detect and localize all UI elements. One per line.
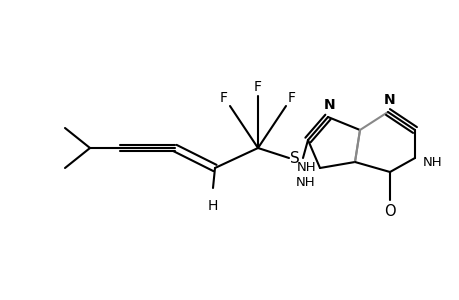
Text: O: O — [383, 205, 395, 220]
Text: N: N — [324, 98, 335, 112]
Text: N: N — [383, 93, 395, 107]
Text: H: H — [207, 199, 218, 213]
Text: NH: NH — [296, 176, 315, 188]
Text: F: F — [287, 91, 295, 105]
Text: NH: NH — [296, 160, 316, 173]
Text: S: S — [290, 151, 299, 166]
Text: NH: NH — [422, 155, 442, 169]
Text: F: F — [219, 91, 228, 105]
Text: F: F — [253, 80, 262, 94]
